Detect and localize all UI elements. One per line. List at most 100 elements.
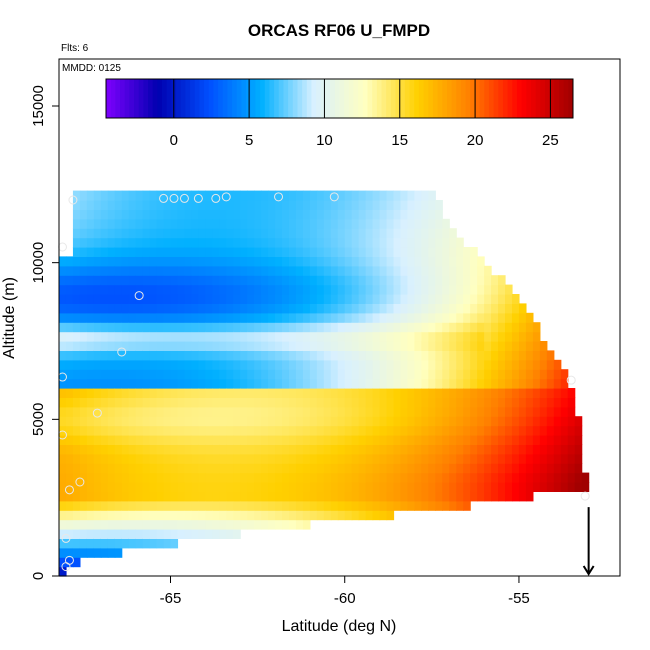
heatmap-cell	[240, 275, 248, 286]
heatmap-cell	[358, 397, 367, 408]
heatmap-cell	[470, 331, 478, 342]
heatmap-cell	[142, 190, 151, 201]
heatmap-cell	[72, 284, 81, 295]
heatmap-cell	[205, 453, 213, 464]
heatmap-cell	[288, 341, 297, 351]
heatmap-cell	[93, 218, 102, 229]
heatmap-cell	[100, 350, 109, 361]
heatmap-cell	[498, 359, 506, 370]
heatmap-cell	[128, 265, 137, 276]
heatmap-cell	[121, 200, 130, 210]
heatmap-cell	[219, 378, 227, 389]
heatmap-cell	[65, 453, 74, 464]
heatmap-cell	[546, 482, 555, 492]
heatmap-cell	[240, 519, 248, 530]
heatmap-cell	[435, 482, 443, 492]
heatmap-cell	[337, 190, 346, 201]
heatmap-cell	[107, 322, 116, 333]
heatmap-cell	[560, 369, 569, 380]
heatmap-cell	[261, 200, 269, 210]
heatmap-cell	[184, 425, 193, 436]
heatmap-cell	[567, 435, 576, 445]
heatmap-cell	[135, 200, 144, 210]
heatmap-cell	[498, 388, 506, 398]
heatmap-cell	[414, 237, 422, 248]
heatmap-cell	[428, 444, 436, 455]
colorbar-swatch	[470, 79, 476, 118]
heatmap-cell	[65, 472, 74, 483]
heatmap-cell	[309, 218, 318, 229]
heatmap-cell	[72, 416, 81, 427]
heatmap-cell	[219, 416, 227, 427]
heatmap-cell	[379, 359, 388, 370]
heatmap-cell	[142, 435, 151, 445]
heatmap-cell	[337, 322, 346, 333]
heatmap-cell	[546, 397, 555, 408]
heatmap-cell	[282, 275, 290, 286]
heatmap-cell	[184, 378, 193, 389]
heatmap-cell	[86, 331, 95, 342]
heatmap-cell	[142, 209, 151, 220]
heatmap-cell	[344, 369, 353, 380]
heatmap-cell	[546, 369, 555, 380]
heatmap-cell	[233, 247, 241, 257]
heatmap-cell	[275, 247, 283, 257]
heatmap-cell	[477, 425, 485, 436]
heatmap-cell	[442, 331, 450, 342]
heatmap-cell	[163, 472, 172, 483]
heatmap-cell	[65, 322, 74, 333]
heatmap-cell	[309, 190, 318, 201]
heatmap-cell	[191, 331, 199, 342]
heatmap-cell	[302, 453, 311, 464]
heatmap-cell	[275, 312, 283, 323]
heatmap-cell	[477, 256, 485, 267]
heatmap-cell	[247, 256, 255, 267]
heatmap-cell	[142, 303, 151, 314]
heatmap-cell	[463, 284, 471, 295]
heatmap-cell	[198, 444, 206, 455]
heatmap-cell	[330, 303, 339, 314]
heatmap-cell	[309, 275, 318, 286]
colorbar-swatch	[306, 79, 312, 118]
heatmap-cell	[449, 425, 457, 436]
heatmap-cell	[177, 275, 186, 286]
colorbar-swatch	[544, 79, 551, 118]
heatmap-cell	[282, 397, 290, 408]
heatmap-cell	[484, 359, 492, 370]
heatmap-cell	[282, 341, 290, 351]
heatmap-cell	[219, 209, 227, 220]
heatmap-cell	[72, 256, 81, 267]
heatmap-cell	[442, 416, 450, 427]
colorbar-swatch	[404, 79, 411, 118]
heatmap-cell	[142, 510, 151, 521]
heatmap-cell	[316, 500, 325, 511]
colorbar-swatch	[129, 79, 135, 118]
heatmap-cell	[470, 350, 478, 361]
heatmap-cell	[282, 491, 290, 502]
heatmap-cell	[358, 491, 367, 502]
heatmap-cell	[247, 312, 255, 323]
heatmap-cell	[212, 406, 220, 417]
heatmap-cell	[198, 256, 206, 267]
heatmap-cell	[428, 256, 436, 267]
heatmap-cell	[86, 218, 95, 229]
heatmap-cell	[121, 406, 130, 417]
heatmap-cell	[86, 265, 95, 276]
heatmap-cell	[511, 388, 520, 398]
heatmap-cell	[79, 284, 88, 295]
heatmap-cell	[421, 359, 429, 370]
y-tick-label: 10000	[30, 242, 47, 284]
heatmap-cell	[295, 237, 304, 248]
heatmap-cell	[393, 491, 402, 502]
heatmap-cell	[79, 500, 88, 511]
heatmap-cell	[86, 237, 95, 248]
colorbar-swatch	[451, 79, 457, 118]
heatmap-cell	[261, 341, 269, 351]
heatmap-cell	[330, 444, 339, 455]
heatmap-cell	[191, 209, 199, 220]
heatmap-cell	[449, 350, 457, 361]
heatmap-cell	[163, 218, 172, 229]
heatmap-cell	[323, 265, 332, 276]
heatmap-cell	[560, 397, 569, 408]
heatmap-cell	[358, 359, 367, 370]
